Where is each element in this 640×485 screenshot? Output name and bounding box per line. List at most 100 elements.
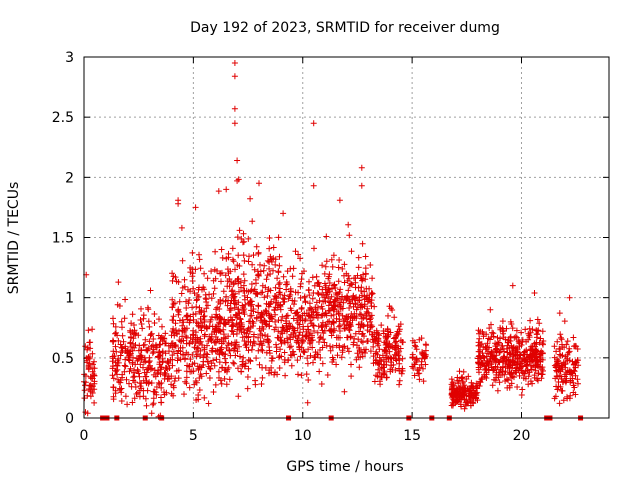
data-point	[448, 376, 455, 383]
data-point	[253, 314, 260, 321]
data-point	[114, 362, 121, 369]
data-point	[121, 315, 128, 322]
data-point	[344, 345, 351, 352]
data-point	[247, 318, 254, 325]
data-point	[507, 318, 514, 325]
data-point	[297, 313, 304, 320]
data-point	[309, 295, 316, 302]
data-point	[559, 344, 566, 350]
data-point	[551, 343, 558, 350]
data-point	[250, 252, 257, 259]
data-point	[242, 360, 249, 367]
data-point	[225, 317, 232, 324]
data-point	[410, 365, 417, 372]
data-point	[247, 195, 254, 202]
data-point	[235, 299, 242, 306]
data-point	[256, 361, 263, 368]
data-point	[279, 330, 286, 337]
data-point	[345, 348, 352, 355]
data-point	[116, 303, 123, 309]
data-point	[153, 391, 160, 398]
data-point	[264, 288, 271, 295]
data-point	[283, 286, 290, 293]
data-point	[565, 349, 572, 356]
data-point	[209, 313, 215, 320]
data-point	[212, 381, 219, 388]
data-point	[138, 305, 144, 312]
data-point	[262, 332, 268, 338]
data-point	[118, 398, 125, 404]
data-point	[180, 351, 186, 358]
data-point	[306, 339, 313, 346]
data-point	[531, 290, 538, 296]
data-point	[362, 270, 369, 277]
data-point	[561, 318, 568, 325]
data-point	[178, 224, 185, 231]
data-point	[309, 309, 316, 316]
data-point	[170, 348, 177, 355]
data-point	[295, 371, 301, 378]
data-point	[190, 285, 197, 292]
data-point	[229, 316, 236, 323]
data-point	[224, 368, 230, 375]
data-point	[347, 333, 354, 340]
data-point	[320, 336, 327, 343]
data-point	[192, 329, 199, 336]
data-point	[296, 332, 302, 339]
points-layer	[81, 60, 582, 420]
data-point	[304, 355, 311, 362]
data-point	[488, 353, 495, 360]
data-point	[566, 357, 573, 364]
data-point	[143, 369, 150, 376]
data-point	[189, 249, 196, 256]
data-point	[147, 366, 154, 373]
data-point	[133, 391, 140, 397]
data-point	[199, 342, 206, 348]
data-point	[314, 329, 321, 336]
data-point	[170, 392, 177, 399]
data-point	[331, 281, 338, 288]
data-point	[139, 325, 146, 332]
data-point	[278, 338, 285, 345]
data-point	[234, 314, 241, 321]
data-point	[241, 329, 248, 336]
data-point	[532, 346, 539, 353]
data-point	[311, 354, 318, 361]
data-point	[117, 386, 124, 393]
data-point	[388, 305, 394, 312]
data-point	[476, 369, 482, 376]
data-point	[499, 358, 506, 365]
data-point	[335, 264, 342, 271]
data-point	[496, 379, 503, 386]
data-point	[566, 294, 573, 301]
data-point	[422, 361, 429, 368]
data-point	[557, 331, 564, 338]
data-point	[190, 327, 197, 334]
data-point	[569, 375, 576, 382]
data-point	[535, 370, 542, 377]
data-point	[411, 361, 418, 368]
data-point	[110, 315, 116, 322]
data-point	[227, 307, 234, 314]
data-point	[500, 330, 506, 337]
data-point	[534, 361, 541, 368]
data-point	[333, 361, 340, 368]
data-point	[110, 393, 117, 400]
data-point	[211, 362, 218, 369]
data-point	[341, 315, 348, 322]
data-point	[513, 327, 520, 334]
data-point	[266, 235, 273, 241]
data-point	[232, 266, 238, 273]
data-point	[198, 327, 205, 334]
data-point	[301, 268, 307, 275]
data-point	[247, 288, 254, 295]
data-point	[132, 331, 139, 338]
data-point	[187, 356, 194, 363]
data-point	[259, 282, 266, 289]
data-point	[196, 387, 203, 393]
data-point	[354, 297, 361, 304]
data-point	[288, 362, 295, 369]
data-point	[312, 304, 319, 311]
data-point	[325, 286, 332, 293]
data-point	[344, 318, 351, 325]
